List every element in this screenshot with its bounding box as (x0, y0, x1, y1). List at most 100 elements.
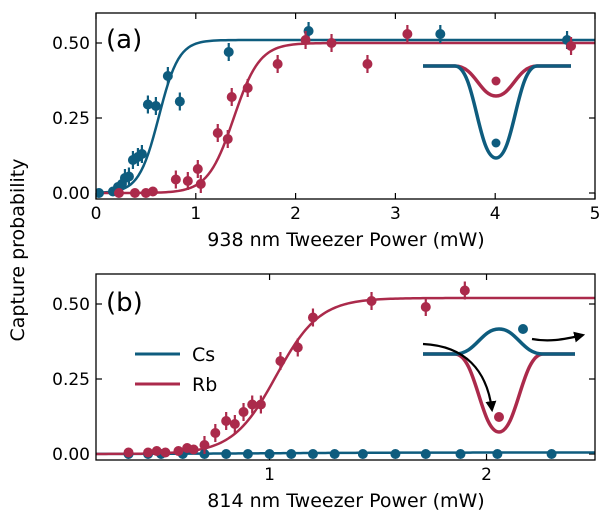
data-point-cs (142, 95, 153, 114)
fit-curve-cs (96, 38, 595, 194)
data-point-cs (150, 97, 161, 115)
point-marker (390, 449, 401, 459)
inset-a-cs-atom (491, 138, 501, 148)
panel-b-potential-inset (422, 324, 586, 434)
data-point-rb (129, 188, 140, 198)
point-marker (492, 449, 503, 459)
inset-b-cs-potential-curve (423, 327, 575, 356)
point-marker (238, 407, 249, 417)
point-marker (136, 149, 147, 159)
data-point-rb (182, 172, 193, 190)
data-point-rb (247, 395, 258, 414)
point-marker (170, 174, 181, 185)
data-point-cs (264, 449, 275, 459)
point-marker (420, 302, 431, 312)
data-point-cs (329, 449, 340, 459)
data-point-rb (326, 34, 337, 52)
data-point-rb (420, 298, 431, 316)
panel-a-potential-inset (423, 64, 571, 160)
point-marker (188, 444, 199, 455)
point-marker (326, 38, 337, 48)
panel-a-label: (a) (106, 25, 142, 55)
panel-b: 1 2 0.00 0.25 0.50 (b) 814 nm Tweezer Power … (52, 273, 596, 512)
point-marker (174, 96, 185, 107)
data-point-rb (272, 55, 283, 73)
panel-a-frame (95, 12, 596, 200)
data-point-rb (292, 338, 303, 357)
data-point-rb (170, 170, 181, 189)
x-tick-label: 2 (290, 204, 301, 224)
data-point-cs (390, 449, 401, 459)
y-tick-label: 0.25 (52, 370, 90, 390)
data-point-cs (223, 43, 234, 61)
data-point-cs (96, 188, 104, 198)
data-point-rb (143, 447, 154, 458)
data-point-cs (420, 449, 431, 459)
data-point-rb (195, 175, 206, 193)
data-point-rb (173, 446, 184, 456)
point-marker (275, 356, 286, 366)
data-point-cs (492, 449, 503, 459)
point-marker (222, 134, 233, 144)
data-point-cs (286, 449, 297, 459)
panel-b-fit-curves (96, 296, 595, 456)
data-point-rb (459, 281, 470, 300)
panel-a-fit-curves (96, 38, 595, 195)
point-marker (362, 59, 373, 69)
y-tick-label: 0.50 (52, 34, 90, 54)
point-marker (223, 47, 234, 57)
legend-cs-label: Cs (192, 344, 215, 366)
data-point-rb (307, 308, 318, 327)
x-tick-label: 5 (590, 204, 601, 224)
point-marker (307, 449, 318, 459)
point-marker (366, 296, 377, 306)
y-tick-label: 0.00 (52, 184, 90, 204)
data-point-rb (160, 447, 171, 458)
inset-b-cs-atom (518, 324, 528, 334)
point-marker (435, 29, 446, 39)
x-tick-label: 1 (190, 204, 201, 224)
panel-a: 0 1 2 3 4 5 0.00 0.25 0.50 (a) 938 nm Tweezer Po… (52, 12, 601, 251)
point-marker (212, 128, 223, 138)
point-marker (300, 35, 311, 45)
point-marker (221, 449, 232, 459)
data-point-cs (242, 449, 253, 459)
data-point-rb (188, 444, 199, 455)
point-marker (160, 447, 171, 458)
point-marker (566, 41, 577, 51)
data-point-rb (255, 395, 266, 414)
point-marker (455, 449, 466, 459)
point-marker (242, 449, 253, 459)
panel-b-x-axis-label: 814 nm Tweezer Power (mW) (207, 490, 484, 512)
y-tick-label: 0.25 (52, 109, 90, 129)
data-point-cs (307, 449, 318, 459)
inset-b-rb-potential-curve (423, 352, 575, 434)
panel-a-data-points (96, 22, 577, 198)
data-point-cs (123, 167, 134, 186)
point-marker (173, 446, 184, 456)
data-point-rb (222, 130, 233, 148)
point-marker (123, 171, 134, 182)
point-marker (129, 188, 140, 198)
data-point-cs (435, 25, 446, 43)
point-marker (142, 99, 153, 110)
point-marker (264, 449, 275, 459)
data-point-rb (151, 446, 162, 456)
point-marker (123, 447, 134, 458)
point-marker (307, 312, 318, 323)
point-marker (357, 449, 368, 459)
point-marker (247, 399, 258, 410)
inset-b-rb-arrow (422, 342, 497, 413)
inset-a-rb-potential-curve (423, 64, 571, 98)
inset-a-rb-atom (491, 76, 501, 86)
legend: Cs Rb (135, 344, 217, 396)
point-marker (96, 188, 104, 198)
point-marker (221, 416, 232, 426)
point-marker (182, 176, 193, 186)
inset-a-cs-potential-curve (423, 64, 571, 160)
point-marker (113, 188, 124, 198)
x-tick-label: 2 (481, 465, 492, 485)
point-marker (199, 440, 210, 450)
point-marker (286, 449, 297, 459)
